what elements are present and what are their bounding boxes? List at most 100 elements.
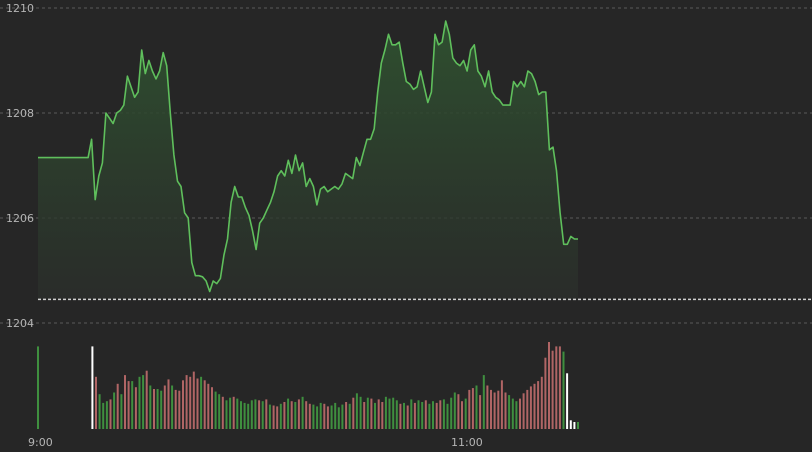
volume-bar [399,403,402,429]
volume-bar [566,373,569,429]
x-tick-label: 9:00 [28,436,53,449]
volume-bars [37,342,579,430]
volume-bar [540,376,543,429]
volume-bar [294,402,297,429]
volume-bar [334,402,337,429]
volume-bar [352,397,355,429]
volume-bar [504,392,507,429]
y-tick-label: 1206 [6,212,34,225]
volume-bar [508,395,511,429]
volume-bar [428,403,431,429]
volume-bar [435,402,438,429]
volume-bar [178,390,181,429]
y-axis-labels: 1210 1208 1206 1204 [6,2,34,330]
volume-bar [272,405,275,429]
volume-bar [109,399,112,429]
volume-bar [91,346,94,429]
volume-bar [171,385,174,429]
volume-bar [149,385,152,429]
price-series-line [38,20,578,293]
volume-bar [240,401,242,429]
volume-bar [384,396,387,429]
volume-bar [337,407,340,430]
volume-bar [464,398,467,429]
volume-bar [134,387,137,429]
volume-bar [326,406,329,429]
volume-bar [442,399,445,429]
volume-bar [461,401,463,429]
y-tick-label: 1210 [6,2,34,15]
volume-bar [457,394,460,429]
volume-bar [105,401,108,429]
volume-bar [268,404,271,429]
volume-bar [189,376,192,429]
volume-bar [468,389,471,429]
volume-bar [305,401,308,429]
volume-bar [297,399,300,429]
volume-bar [395,400,398,429]
volume-bar [403,402,405,429]
volume-bar [145,370,148,429]
volume-bar [200,376,203,429]
volume-bar [562,351,565,429]
volume-bar [138,376,141,429]
volume-bar [163,385,166,429]
volume-bar [258,400,261,429]
volume-bar [156,389,159,429]
volume-bar [577,422,579,429]
volume-bar [196,378,199,429]
volume-bar [265,399,268,429]
y-tick-label: 1204 [6,317,34,330]
volume-bar [377,399,380,429]
volume-bar [120,394,123,429]
volume-bar [182,380,184,429]
volume-bar [355,393,358,429]
volume-bar [529,386,532,429]
volume-bar [432,401,434,429]
volume-bar [388,398,391,429]
volume-bar [142,375,145,429]
volume-bar [450,397,453,429]
volume-bar [261,401,264,429]
volume-bar [533,383,536,429]
volume-bar [254,399,257,429]
volume-bar [555,346,558,429]
volume-bar [413,402,416,429]
volume-bar [236,398,239,429]
volume-bar [475,385,478,429]
volume-bar [174,389,177,429]
volume-bar [548,342,550,429]
volume-bar [522,393,525,429]
volume-bar [569,420,572,429]
volume-bar [243,402,246,429]
volume-bar [232,396,235,429]
volume-bar [573,422,576,429]
volume-bar [515,401,518,429]
volume-bar [439,400,442,429]
volume-bar [366,397,369,429]
volume-bar [279,403,282,429]
volume-bar [37,346,39,429]
volume-bar [192,371,195,429]
volume-bar [185,375,188,429]
volume-bar [493,392,496,429]
volume-bar [323,403,326,429]
volume-bar [345,402,348,429]
price-area-fill [38,21,578,300]
volume-bar [406,405,409,429]
volume-bar [500,380,503,429]
volume-bar [421,402,424,429]
volume-bar [519,398,521,429]
volume-bar [131,381,134,429]
volume-bar [526,389,529,429]
volume-bar [160,390,163,429]
volume-bar [497,390,500,429]
y-tick-label: 1208 [6,107,34,120]
volume-bar [446,403,449,429]
volume-bar [316,406,319,429]
volume-bar [363,402,366,429]
volume-bar [453,392,456,429]
volume-bar [214,391,217,429]
volume-bar [98,394,101,429]
